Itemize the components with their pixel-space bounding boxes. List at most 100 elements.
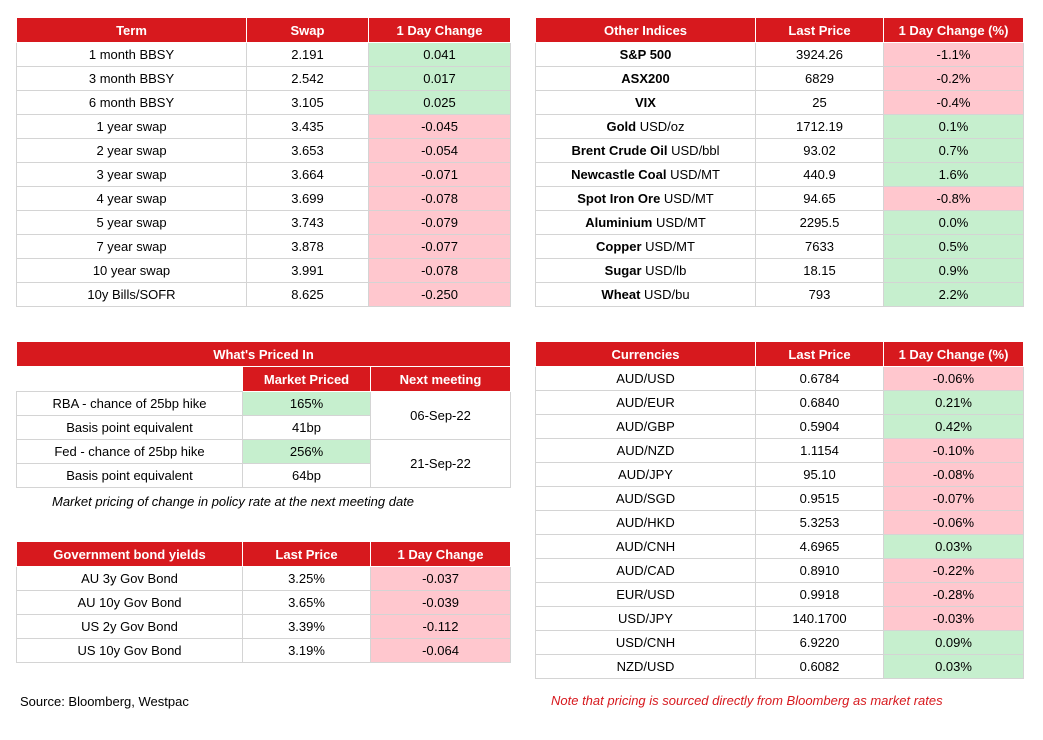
last-price: 0.5904: [755, 414, 884, 439]
table-row: AUD/USD 0.6784 -0.06%: [535, 366, 1024, 391]
swap-value: 3.653: [246, 138, 369, 163]
table-row: 1 year swap 3.435 -0.045: [16, 114, 511, 139]
column-header: Next meeting: [370, 366, 511, 392]
last-price: 7633: [755, 234, 884, 259]
table-row: US 2y Gov Bond 3.39% -0.112: [16, 614, 511, 639]
index-name: VIX: [635, 95, 656, 110]
last-price: 3.25%: [242, 566, 371, 591]
table-row: 5 year swap 3.743 -0.079: [16, 210, 511, 235]
change-value: -0.2%: [883, 66, 1024, 91]
column-header: Last Price: [755, 341, 884, 367]
table-title: What's Priced In: [16, 341, 511, 367]
table-row: AUD/SGD 0.9515 -0.07%: [535, 486, 1024, 511]
swap-value: 3.991: [246, 258, 369, 283]
table-row: Gold USD/oz 1712.19 0.1%: [535, 114, 1024, 139]
term-label: 3 month BBSY: [16, 66, 247, 91]
last-price: 3.19%: [242, 638, 371, 663]
index-name: Brent Crude Oil: [571, 143, 668, 158]
change-value: 0.025: [368, 90, 511, 115]
column-header: Swap: [246, 17, 369, 43]
column-header: 1 Day Change: [368, 17, 511, 43]
table-row: RBA - chance of 25bp hike 165% 06-Sep-22: [16, 391, 511, 440]
table-row: USD/JPY 140.1700 -0.03%: [535, 606, 1024, 631]
table-row: Basis point equivalent 41bp: [16, 415, 511, 440]
index-name: Newcastle Coal: [571, 167, 667, 182]
index-name-cell: Brent Crude Oil USD/bbl: [535, 138, 756, 163]
government-bond-yields-table: Government bond yields Last Price 1 Day …: [16, 541, 511, 663]
index-name-cell: Copper USD/MT: [535, 234, 756, 259]
term-label: 6 month BBSY: [16, 90, 247, 115]
change-value: 0.017: [368, 66, 511, 91]
term-label: 4 year swap: [16, 186, 247, 211]
column-header: 1 Day Change: [370, 541, 511, 567]
table-row: Basis point equivalent 64bp: [16, 463, 511, 488]
index-name-cell: ASX200: [535, 66, 756, 91]
change-value: -0.077: [368, 234, 511, 259]
currency-pair: AUD/CNH: [535, 534, 756, 559]
last-price: 5.3253: [755, 510, 884, 535]
table-row: Copper USD/MT 7633 0.5%: [535, 234, 1024, 259]
column-header: 1 Day Change (%): [883, 17, 1024, 43]
table-row: AUD/CNH 4.6965 0.03%: [535, 534, 1024, 559]
table-row: EUR/USD 0.9918 -0.28%: [535, 582, 1024, 607]
table-row: Aluminium USD/MT 2295.5 0.0%: [535, 210, 1024, 235]
last-price: 3.65%: [242, 590, 371, 615]
table-row: AUD/CAD 0.8910 -0.22%: [535, 558, 1024, 583]
index-name-cell: Newcastle Coal USD/MT: [535, 162, 756, 187]
swap-value: 3.435: [246, 114, 369, 139]
row-label: Basis point equivalent: [16, 463, 243, 488]
index-name-cell: Sugar USD/lb: [535, 258, 756, 283]
last-price: 0.6082: [755, 654, 884, 679]
table-row: 7 year swap 3.878 -0.077: [16, 234, 511, 259]
last-price: 4.6965: [755, 534, 884, 559]
change-value: -0.045: [368, 114, 511, 139]
row-label: Fed - chance of 25bp hike: [16, 439, 243, 464]
table-header-row: Government bond yields Last Price 1 Day …: [16, 541, 511, 567]
table-title-row: What's Priced In: [16, 341, 511, 367]
currency-pair: AUD/USD: [535, 366, 756, 391]
index-name-cell: Aluminium USD/MT: [535, 210, 756, 235]
last-price: 2295.5: [755, 210, 884, 235]
table-row: 1 month BBSY 2.191 0.041: [16, 42, 511, 67]
change-value: 0.42%: [883, 414, 1024, 439]
table-row: 10y Bills/SOFR 8.625 -0.250: [16, 282, 511, 307]
table-row: US 10y Gov Bond 3.19% -0.064: [16, 638, 511, 663]
empty-cell: [16, 366, 243, 392]
change-value: -0.06%: [883, 510, 1024, 535]
priced-value: 256%: [242, 439, 371, 464]
table-header-row: Term Swap 1 Day Change: [16, 17, 511, 43]
table-row: 10 year swap 3.991 -0.078: [16, 258, 511, 283]
change-value: -0.4%: [883, 90, 1024, 115]
priced-value: 165%: [242, 391, 371, 416]
change-value: 0.03%: [883, 534, 1024, 559]
pricing-note: Market pricing of change in policy rate …: [52, 494, 415, 509]
change-value: 0.9%: [883, 258, 1024, 283]
column-header: Market Priced: [242, 366, 371, 392]
index-name: ASX200: [621, 71, 670, 86]
swap-value: 3.878: [246, 234, 369, 259]
index-name-cell: Wheat USD/bu: [535, 282, 756, 307]
table-row: AU 10y Gov Bond 3.65% -0.039: [16, 590, 511, 615]
footer-note: Note that pricing is sourced directly fr…: [551, 693, 943, 708]
column-header: Government bond yields: [16, 541, 243, 567]
change-value: -0.250: [368, 282, 511, 307]
table-row: USD/CNH 6.9220 0.09%: [535, 630, 1024, 655]
index-name: Aluminium: [585, 215, 653, 230]
change-value: 0.1%: [883, 114, 1024, 139]
row-label: RBA - chance of 25bp hike: [16, 391, 243, 416]
priced-value: 41bp: [242, 415, 371, 440]
bond-name: AU 3y Gov Bond: [16, 566, 243, 591]
change-value: -0.08%: [883, 462, 1024, 487]
meeting-date: 06-Sep-22: [370, 391, 511, 440]
change-value: -0.06%: [883, 366, 1024, 391]
change-value: 0.21%: [883, 390, 1024, 415]
last-price: 140.1700: [755, 606, 884, 631]
currency-pair: AUD/CAD: [535, 558, 756, 583]
swap-rates-table: Term Swap 1 Day Change 1 month BBSY 2.191…: [16, 17, 511, 307]
last-price: 3924.26: [755, 42, 884, 67]
table-row: 3 year swap 3.664 -0.071: [16, 162, 511, 187]
table-row: S&P 500 3924.26 -1.1%: [535, 42, 1024, 67]
table-row: NZD/USD 0.6082 0.03%: [535, 654, 1024, 679]
change-value: 0.5%: [883, 234, 1024, 259]
last-price: 0.9515: [755, 486, 884, 511]
